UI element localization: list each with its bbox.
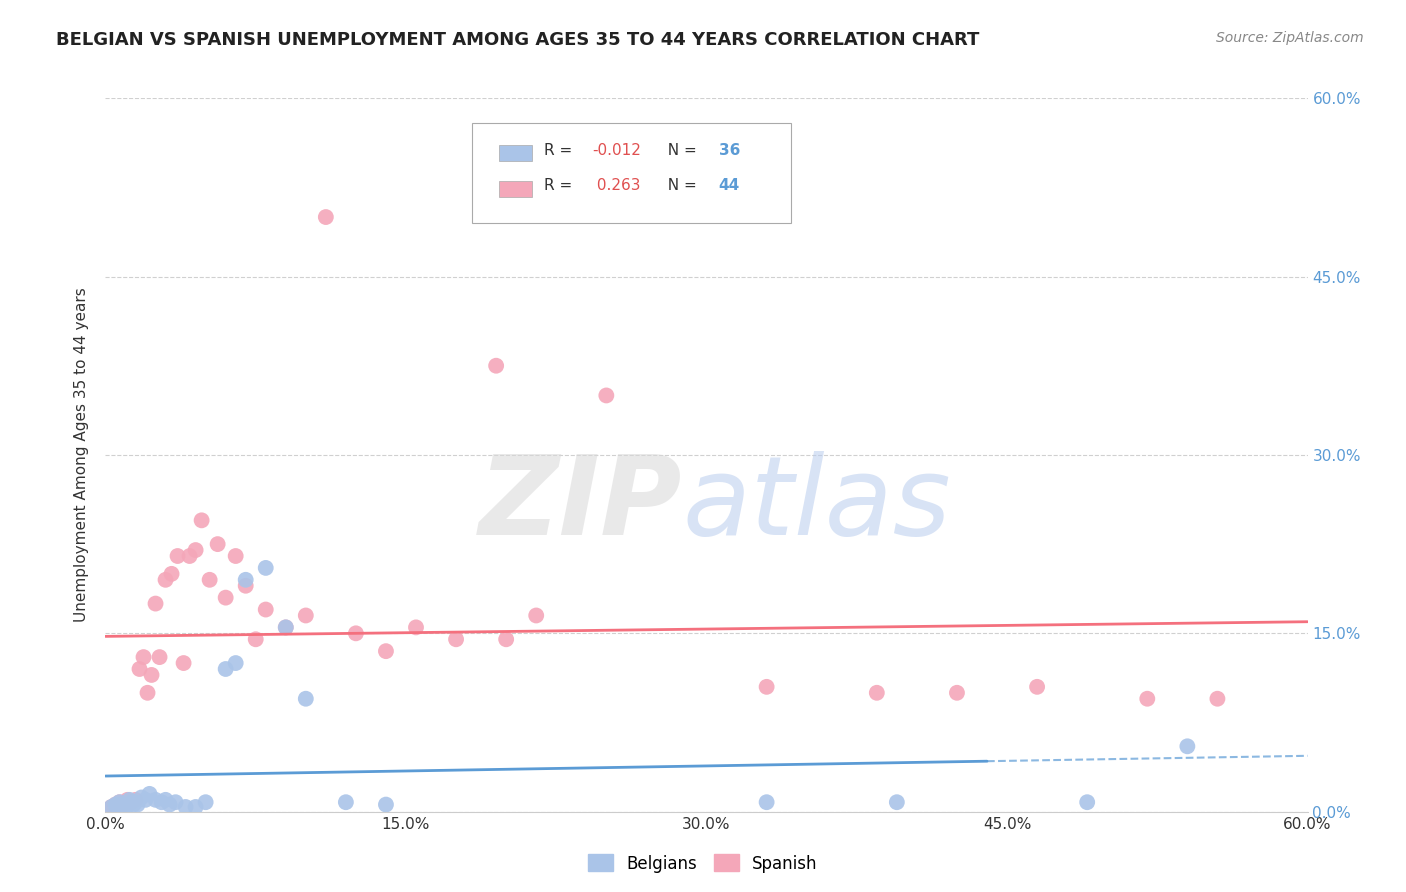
Point bbox=[114, 797, 136, 812]
Point bbox=[274, 620, 297, 634]
Text: N =: N = bbox=[658, 143, 702, 158]
Legend: Belgians, Spanish: Belgians, Spanish bbox=[582, 847, 824, 880]
Point bbox=[165, 795, 187, 809]
Point bbox=[117, 798, 139, 813]
Point bbox=[145, 793, 167, 807]
Point bbox=[145, 597, 167, 611]
Point bbox=[295, 608, 318, 623]
Point bbox=[1136, 691, 1159, 706]
Point bbox=[198, 573, 221, 587]
FancyBboxPatch shape bbox=[472, 123, 790, 223]
Point bbox=[122, 797, 145, 812]
Point bbox=[107, 800, 129, 814]
Point bbox=[254, 561, 277, 575]
Point bbox=[127, 797, 149, 812]
Point bbox=[184, 800, 207, 814]
Point bbox=[174, 800, 197, 814]
Point bbox=[755, 795, 778, 809]
Text: -0.012: -0.012 bbox=[592, 143, 641, 158]
Point bbox=[194, 795, 217, 809]
Point bbox=[405, 620, 427, 634]
Text: 44: 44 bbox=[718, 178, 740, 194]
Y-axis label: Unemployment Among Ages 35 to 44 years: Unemployment Among Ages 35 to 44 years bbox=[75, 287, 90, 623]
Point bbox=[866, 686, 889, 700]
Point bbox=[214, 662, 236, 676]
Point bbox=[148, 650, 170, 665]
Point bbox=[136, 686, 159, 700]
Text: R =: R = bbox=[544, 178, 578, 194]
Point bbox=[207, 537, 229, 551]
Point bbox=[112, 797, 135, 812]
Point bbox=[946, 686, 969, 700]
Point bbox=[155, 793, 177, 807]
Text: atlas: atlas bbox=[682, 451, 950, 558]
Point bbox=[254, 602, 277, 616]
Point bbox=[135, 793, 157, 807]
Text: 0.263: 0.263 bbox=[592, 178, 641, 194]
Point bbox=[124, 793, 146, 807]
Point bbox=[245, 632, 267, 647]
Point bbox=[524, 608, 547, 623]
Point bbox=[159, 797, 181, 812]
Point bbox=[104, 797, 127, 812]
Bar bbox=[499, 145, 533, 161]
Point bbox=[124, 795, 146, 809]
Point bbox=[495, 632, 517, 647]
Point bbox=[315, 210, 337, 224]
Point bbox=[179, 549, 201, 563]
Text: BELGIAN VS SPANISH UNEMPLOYMENT AMONG AGES 35 TO 44 YEARS CORRELATION CHART: BELGIAN VS SPANISH UNEMPLOYMENT AMONG AG… bbox=[56, 31, 980, 49]
Point bbox=[214, 591, 236, 605]
Point bbox=[184, 543, 207, 558]
Text: ZIP: ZIP bbox=[479, 451, 682, 558]
Text: N =: N = bbox=[658, 178, 702, 194]
Point bbox=[100, 800, 122, 814]
Point bbox=[485, 359, 508, 373]
Point bbox=[108, 795, 131, 809]
Point bbox=[886, 795, 908, 809]
Point bbox=[225, 549, 247, 563]
Bar bbox=[499, 181, 533, 197]
Point bbox=[160, 566, 183, 581]
Point bbox=[138, 787, 160, 801]
Point bbox=[118, 793, 141, 807]
Point bbox=[117, 793, 139, 807]
Point bbox=[104, 797, 127, 812]
Point bbox=[374, 797, 398, 812]
Text: 36: 36 bbox=[718, 143, 740, 158]
Point bbox=[166, 549, 188, 563]
Point bbox=[235, 579, 257, 593]
Point bbox=[121, 795, 143, 809]
Point bbox=[128, 662, 150, 676]
Point bbox=[755, 680, 778, 694]
Point bbox=[155, 573, 177, 587]
Text: R =: R = bbox=[544, 143, 578, 158]
Point bbox=[225, 656, 247, 670]
Point bbox=[344, 626, 367, 640]
Text: Source: ZipAtlas.com: Source: ZipAtlas.com bbox=[1216, 31, 1364, 45]
Point bbox=[112, 800, 135, 814]
Point bbox=[444, 632, 467, 647]
Point bbox=[1026, 680, 1049, 694]
Point bbox=[274, 620, 297, 634]
Point bbox=[374, 644, 398, 658]
Point bbox=[235, 573, 257, 587]
Point bbox=[595, 388, 617, 402]
Point bbox=[131, 790, 153, 805]
Point bbox=[108, 795, 131, 809]
Point bbox=[150, 795, 173, 809]
Point bbox=[1177, 739, 1199, 754]
Point bbox=[295, 691, 318, 706]
Point bbox=[121, 795, 143, 809]
Point bbox=[110, 797, 132, 812]
Point bbox=[141, 668, 163, 682]
Point bbox=[100, 800, 122, 814]
Point bbox=[132, 650, 155, 665]
Point bbox=[1206, 691, 1229, 706]
Point bbox=[1076, 795, 1098, 809]
Point bbox=[335, 795, 357, 809]
Point bbox=[190, 513, 212, 527]
Point bbox=[173, 656, 195, 670]
